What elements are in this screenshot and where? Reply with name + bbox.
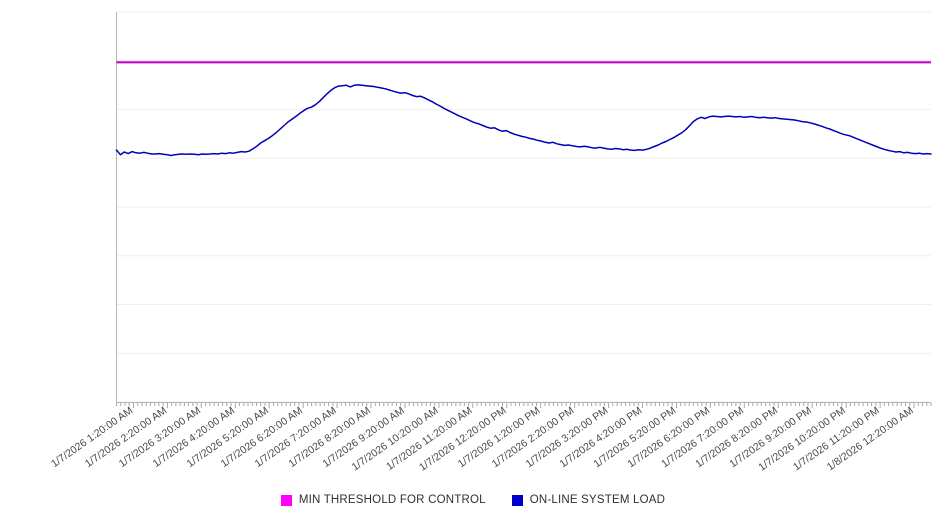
legend-label-min-threshold-for-control: MIN THRESHOLD FOR CONTROL: [298, 494, 486, 506]
chart-legend: MIN THRESHOLD FOR CONTROL ON-LINE SYSTEM…: [0, 494, 946, 506]
legend-label-on-line-system-load: ON-LINE SYSTEM LOAD: [529, 494, 666, 506]
grid-lines: [116, 11, 931, 403]
legend-entry-min-threshold-for-control[interactable]: MIN THRESHOLD FOR CONTROL: [280, 494, 486, 506]
x-axis-minor-ticks: [116, 403, 932, 408]
series-on-line-system-load: [115, 84, 932, 157]
legend-swatch-magenta: [280, 494, 292, 506]
x-axis-tick-labels: 1/7/2026 1:20:00 AM1/7/2026 2:20:00 AM1/…: [49, 405, 916, 474]
legend-entry-on-line-system-load[interactable]: ON-LINE SYSTEM LOAD: [511, 494, 666, 506]
legend-swatch-blue: [511, 494, 523, 506]
